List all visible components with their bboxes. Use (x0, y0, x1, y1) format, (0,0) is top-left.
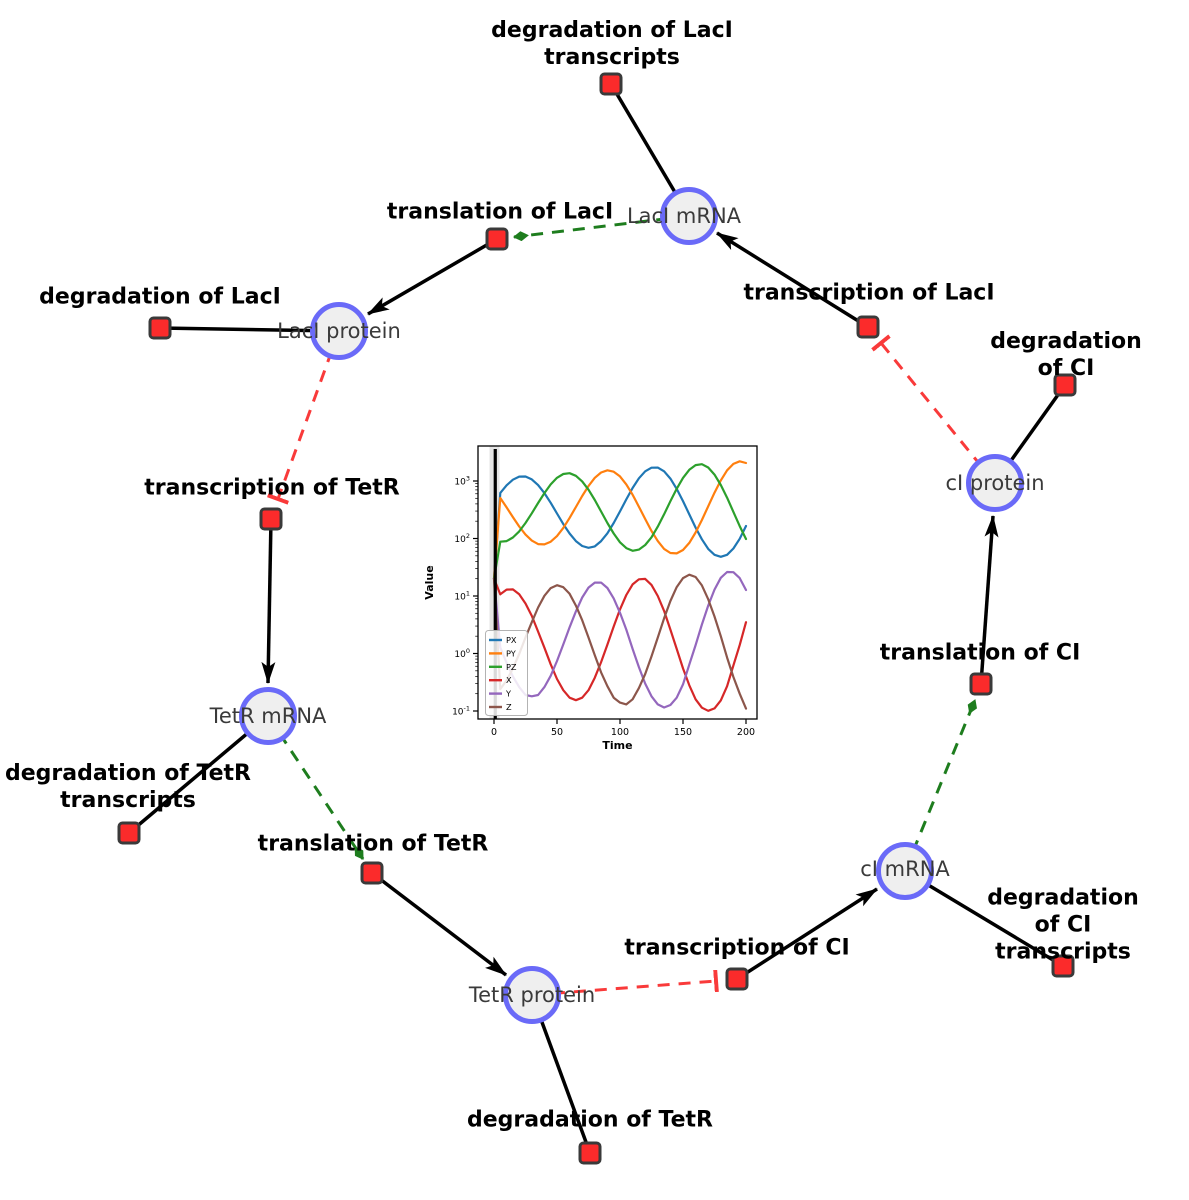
reaction-node-degradation-ci (1053, 373, 1077, 397)
legend-label-py: PY (506, 648, 517, 658)
reaction-label-degradation-laci-transcripts: degradation of LacI transcripts (491, 18, 733, 70)
series-line-pz (492, 463, 748, 580)
edge-laciprotein-inhibits-transcription-tetr (266, 330, 341, 505)
reaction-node-degradation-tetr (578, 1141, 602, 1165)
reaction-label-transcription-tetr: transcription of TetR (144, 475, 400, 501)
y-axis-label: Value (423, 565, 436, 599)
species-label-laci-protein: LacI protein (277, 319, 401, 343)
species-label-tetr-mrna: TetR mRNA (209, 704, 327, 728)
y-tick-label: 10-1 (452, 705, 470, 718)
edge-cimrna-activates-translation (903, 699, 977, 872)
reaction-node-transcription-laci (856, 315, 880, 339)
reaction-node-degradation-laci (148, 316, 172, 340)
legend-label-pz: PZ (506, 662, 517, 672)
legend-label-z: Z (506, 702, 512, 712)
legend-label-x: X (506, 675, 512, 685)
legend-label-y: Y (505, 689, 512, 699)
y-tick-label: 103 (454, 475, 470, 488)
edge-translation-laci-to-protein (367, 237, 498, 316)
species-node-laci-protein (310, 302, 368, 360)
reaction-label-degradation-ci: degradation of CI (990, 329, 1142, 381)
series-line-x (492, 577, 748, 712)
edge-transcription-tetr-to-mrna (261, 518, 276, 684)
chart-legend: PX PY PZ XYZ (485, 630, 528, 716)
x-axis-label: Time (602, 739, 632, 752)
edge-translation-tetr-to-protein (370, 871, 508, 977)
reaction-node-degradation-laci-transcripts (599, 72, 623, 96)
species-label-laci-mrna: LacI mRNA (626, 204, 742, 228)
species-label-ci-mrna: cI mRNA (860, 857, 950, 881)
edge-transcription-ci-to-mrna (736, 887, 878, 981)
edge-tetrprotein-inhibits-transcription-ci (531, 969, 719, 997)
species-label-tetr-protein: TetR protein (468, 983, 596, 1007)
x-tick-label: 50 (551, 727, 563, 738)
y-tick-label: 100 (454, 647, 470, 660)
reaction-label-transcription-laci: transcription of LacI (743, 280, 995, 306)
edge-tetrmrna-degradation (127, 714, 270, 835)
reaction-node-translation-ci (969, 672, 993, 696)
axes-frame (477, 445, 758, 720)
series-line-y (492, 570, 748, 709)
x-tick-label: 100 (611, 727, 629, 738)
reaction-label-degradation-ci-transcripts: degradation of CI transcripts (987, 885, 1139, 965)
reaction-label-translation-ci: translation of CI (879, 640, 1081, 666)
reaction-node-degradation-ci-transcripts (1051, 954, 1075, 978)
reaction-label-degradation-tetr-transcripts: degradation of TetR transcripts (4, 761, 252, 813)
y-tick-label: 101 (454, 590, 470, 603)
species-node-ci-protein (966, 454, 1024, 512)
series-line-px (492, 466, 748, 580)
series-line-z (492, 573, 748, 710)
reaction-node-translation-laci (485, 227, 509, 251)
edge-transcription-laci-to-mrna (716, 231, 869, 329)
legend-label-px: PX (506, 635, 517, 645)
edge-translation-ci-to-protein (979, 515, 999, 685)
reaction-node-transcription-ci (725, 967, 749, 991)
reaction-label-degradation-laci: degradation of LacI (39, 284, 281, 310)
edge-cimrna-degradation (904, 869, 1064, 968)
x-tick-label: 0 (491, 727, 497, 738)
x-tick-label: 200 (737, 727, 755, 738)
reaction-label-translation-tetr: translation of TetR (257, 831, 489, 857)
reaction-node-degradation-tetr-transcripts (117, 821, 141, 845)
species-node-ci-mrna (876, 842, 934, 900)
reaction-label-degradation-tetr: degradation of TetR (466, 1107, 714, 1133)
reaction-node-transcription-tetr (259, 507, 283, 531)
reaction-label-translation-laci: translation of LacI (386, 199, 614, 225)
species-label-ci-protein: cI protein (945, 471, 1045, 495)
y-tick-label: 102 (454, 532, 470, 545)
species-node-tetr-mrna (239, 687, 297, 745)
reaction-label-transcription-ci: transcription of CI (624, 935, 850, 961)
series-line-py (492, 460, 748, 580)
reaction-node-translation-tetr (360, 861, 384, 885)
species-node-laci-mrna (660, 187, 718, 245)
edge-laciprotein-degradation (159, 326, 340, 333)
species-node-tetr-protein (503, 966, 561, 1024)
x-tick-label: 150 (674, 727, 692, 738)
edge-lacimrna-activates-translation (513, 214, 690, 242)
